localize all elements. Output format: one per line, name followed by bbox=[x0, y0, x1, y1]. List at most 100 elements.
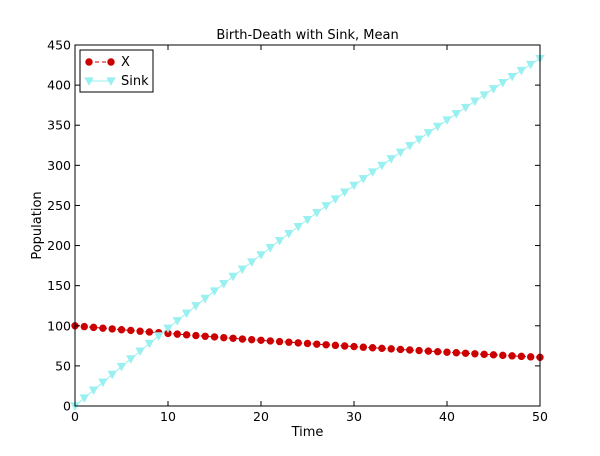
data-point bbox=[274, 237, 285, 246]
data-point bbox=[80, 322, 88, 331]
data-point bbox=[415, 346, 423, 355]
data-point bbox=[507, 72, 517, 82]
data-point bbox=[126, 355, 136, 364]
data-point bbox=[480, 350, 488, 359]
data-point bbox=[470, 97, 480, 107]
data-point bbox=[201, 332, 209, 340]
data-point bbox=[312, 209, 322, 218]
legend-marker bbox=[107, 58, 115, 66]
data-point bbox=[322, 341, 330, 349]
data-point bbox=[451, 110, 462, 119]
data-point bbox=[153, 332, 164, 341]
data-point bbox=[443, 348, 451, 356]
data-point bbox=[238, 335, 247, 343]
data-point bbox=[525, 60, 536, 70]
data-point bbox=[358, 175, 369, 184]
data-point bbox=[498, 79, 508, 88]
y-tick-label: 200 bbox=[47, 238, 71, 253]
legend-label-x: X bbox=[121, 55, 130, 70]
data-point bbox=[395, 148, 406, 158]
data-point bbox=[479, 91, 489, 100]
data-point bbox=[144, 339, 155, 349]
plot-frame bbox=[74, 44, 541, 407]
data-point bbox=[527, 353, 535, 361]
x-tick-label: 20 bbox=[253, 409, 269, 424]
y-tick-label: 0 bbox=[63, 399, 71, 414]
legend-marker bbox=[85, 58, 93, 66]
data-point bbox=[516, 66, 527, 76]
data-point bbox=[229, 334, 237, 342]
y-tick-label: 400 bbox=[47, 78, 71, 93]
data-point bbox=[331, 341, 340, 350]
x-tick-label: 0 bbox=[71, 409, 79, 424]
data-point bbox=[275, 337, 284, 346]
data-point bbox=[377, 161, 387, 171]
data-point bbox=[350, 342, 358, 351]
legend-label-sink: Sink bbox=[121, 74, 149, 89]
legend-entries bbox=[84, 58, 116, 86]
data-point bbox=[163, 324, 173, 334]
chart-title: Birth-Death with Sink, Mean bbox=[216, 28, 398, 43]
data-point bbox=[293, 222, 303, 232]
data-point bbox=[471, 350, 479, 358]
data-point bbox=[517, 352, 526, 361]
data-point bbox=[89, 323, 98, 332]
data-point bbox=[367, 168, 378, 177]
data-point bbox=[237, 265, 248, 275]
data-point bbox=[135, 347, 145, 356]
x-tick-label: 30 bbox=[346, 409, 362, 424]
data-point bbox=[414, 135, 424, 145]
y-axis-ticks: 0 50 100 150 200 250 300 350 400 450 bbox=[47, 38, 540, 414]
data-point bbox=[285, 338, 293, 346]
y-tick-label: 450 bbox=[47, 38, 71, 53]
data-point bbox=[99, 324, 107, 332]
data-point bbox=[405, 142, 415, 151]
data-point bbox=[359, 343, 367, 351]
data-point bbox=[396, 345, 405, 354]
data-point bbox=[247, 335, 256, 344]
data-point bbox=[349, 181, 359, 191]
legend-marker bbox=[84, 77, 94, 86]
data-point bbox=[108, 325, 116, 333]
y-tick-label: 250 bbox=[47, 198, 71, 213]
data-point bbox=[387, 345, 395, 353]
legend-marker bbox=[106, 77, 116, 86]
data-point bbox=[257, 336, 265, 344]
data-point bbox=[341, 342, 349, 350]
legend: X Sink bbox=[79, 49, 154, 93]
data-point bbox=[386, 155, 396, 164]
data-point bbox=[182, 331, 191, 339]
data-point bbox=[256, 251, 266, 260]
y-tick-label: 50 bbox=[55, 358, 71, 373]
data-point bbox=[339, 188, 350, 198]
x-tick-label: 10 bbox=[160, 409, 176, 424]
data-point bbox=[303, 339, 312, 348]
data-point bbox=[423, 129, 434, 138]
data-point bbox=[489, 351, 498, 359]
data-point bbox=[127, 326, 135, 335]
data-point bbox=[461, 349, 470, 357]
data-point bbox=[210, 333, 219, 341]
data-point bbox=[488, 85, 499, 94]
data-point bbox=[98, 378, 108, 388]
data-point bbox=[265, 244, 276, 253]
x-tick-label: 50 bbox=[532, 409, 548, 424]
data-point bbox=[284, 229, 294, 239]
data-point bbox=[452, 349, 460, 357]
data-point bbox=[302, 215, 313, 225]
x-axis-ticks: 0 10 20 30 40 50 bbox=[71, 45, 548, 424]
data-point bbox=[192, 331, 200, 340]
data-point bbox=[172, 317, 183, 326]
data-point bbox=[434, 347, 442, 356]
data-point bbox=[220, 333, 228, 342]
series-sink bbox=[70, 54, 545, 411]
data-point bbox=[116, 362, 127, 372]
data-point bbox=[432, 122, 443, 132]
data-point bbox=[313, 340, 321, 348]
x-tick-label: 40 bbox=[439, 409, 455, 424]
data-point bbox=[88, 386, 99, 395]
data-point bbox=[228, 272, 238, 282]
data-point bbox=[181, 309, 192, 319]
